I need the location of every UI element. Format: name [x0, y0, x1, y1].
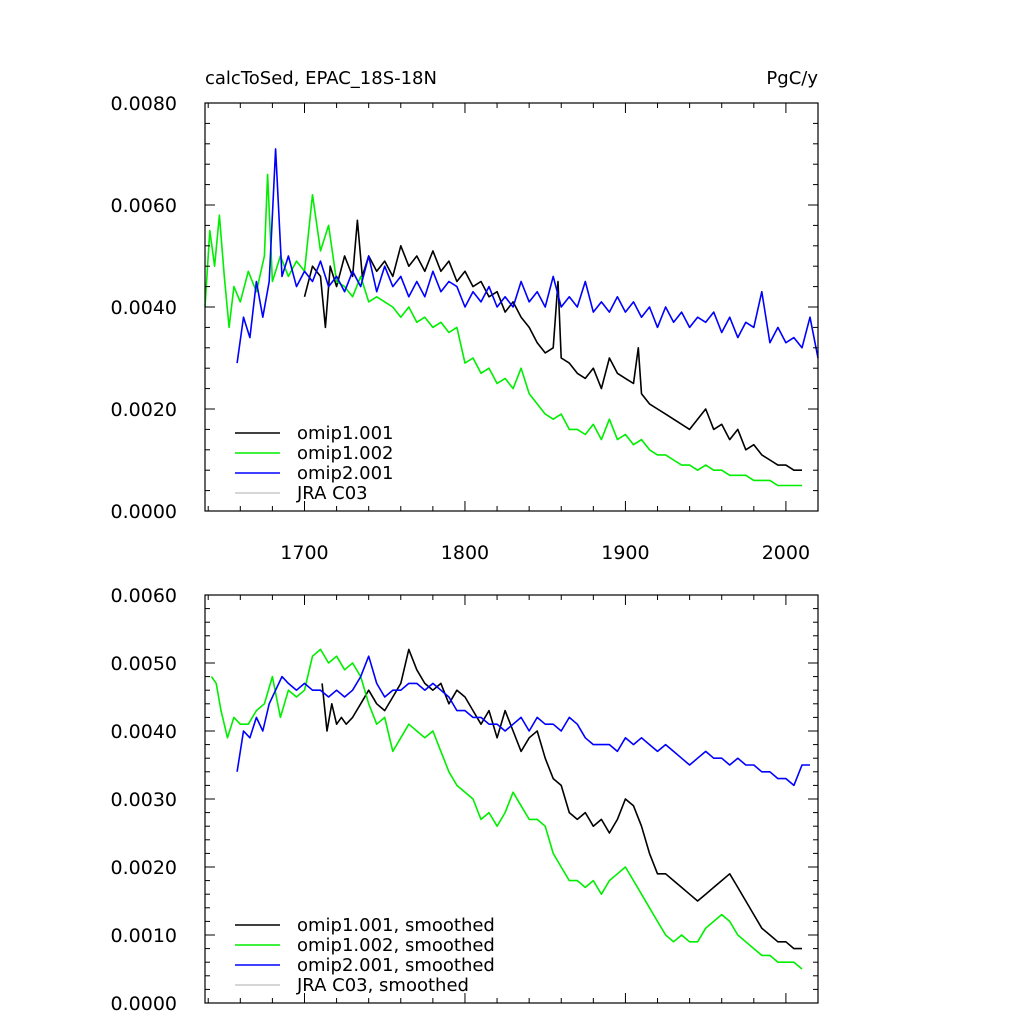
x-tick-label: 1700 — [280, 542, 328, 564]
bottom-panel: 0.0000 0.0010 0.0020 0.0030 0.0040 0.0050 0.00… — [111, 585, 819, 1015]
series-line-1-1 — [210, 648, 803, 970]
series-line-0-0 — [303, 219, 802, 472]
y-tick-label: 0.0060 — [111, 585, 177, 607]
x-tick-label: 1900 — [601, 542, 649, 564]
top-series-group — [204, 148, 819, 487]
y-tick-label: 0.0050 — [111, 653, 177, 675]
legend-label: omip2.001, smoothed — [297, 955, 495, 976]
y-tick-label: 0.0040 — [111, 721, 177, 743]
y-tick-label: 0.0060 — [111, 195, 177, 217]
y-tick-label: 0.0000 — [111, 501, 177, 523]
series-line-0-1 — [204, 173, 802, 487]
bottom-plot-frame — [204, 594, 819, 1004]
legend-label: omip2.001 — [297, 463, 394, 484]
legend-label: omip1.001, smoothed — [297, 915, 495, 936]
y-tick-label: 0.0010 — [111, 925, 177, 947]
legend-label: omip1.002, smoothed — [297, 935, 495, 956]
top-panel: calcToSed, EPAC_18S-18N PgC/y 0.00000.00… — [111, 68, 819, 564]
y-tick-label: 0.0020 — [111, 399, 177, 421]
series-line-1-0 — [321, 648, 802, 950]
series-line-1-2 — [236, 655, 810, 787]
legend-label: JRA C03 — [296, 483, 368, 504]
y-tick-label: 0.0040 — [111, 297, 177, 319]
bottom-axis-ticks: 0.0000 0.0010 0.0020 0.0030 0.0040 0.0050 0.00… — [111, 585, 819, 1015]
y-tick-label: 0.0080 — [111, 93, 177, 115]
x-tick-label: 1800 — [441, 542, 489, 564]
y-tick-label: 0.0020 — [111, 857, 177, 879]
y-tick-label: 0.0030 — [111, 789, 177, 811]
legend-label: omip1.002 — [297, 443, 394, 464]
y-tick-label: 0.0000 — [111, 993, 177, 1015]
legend-label: JRA C03, smoothed — [296, 975, 469, 996]
top-chart-units: PgC/y — [766, 68, 818, 89]
bottom-series-group — [210, 648, 810, 970]
top-plot-frame — [204, 102, 819, 512]
legend-label: omip1.001 — [297, 423, 394, 444]
series-line-0-2 — [236, 148, 819, 364]
x-tick-label: 2000 — [762, 542, 810, 564]
top-chart-title: calcToSed, EPAC_18S-18N — [205, 68, 437, 89]
top-axis-ticks: 0.0000 0.0020 0.0040 0.0060 0.0080 1700 1800 19… — [111, 93, 819, 564]
